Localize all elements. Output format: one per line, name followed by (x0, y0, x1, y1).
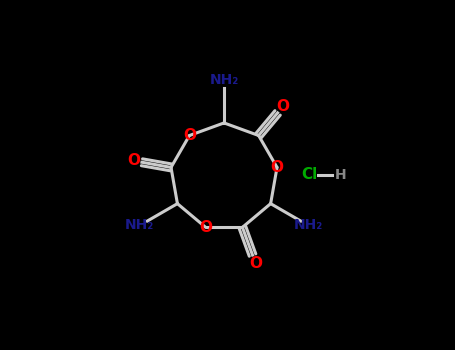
Text: NH₂: NH₂ (293, 218, 323, 232)
Text: O: O (249, 256, 262, 271)
Text: O: O (199, 220, 212, 235)
Text: NH₂: NH₂ (125, 218, 154, 232)
Text: O: O (271, 160, 283, 175)
Text: O: O (277, 99, 290, 114)
Text: O: O (183, 128, 196, 143)
Text: H: H (334, 168, 346, 182)
Text: O: O (127, 153, 140, 168)
Text: NH₂: NH₂ (209, 72, 239, 86)
Text: Cl: Cl (301, 168, 317, 182)
